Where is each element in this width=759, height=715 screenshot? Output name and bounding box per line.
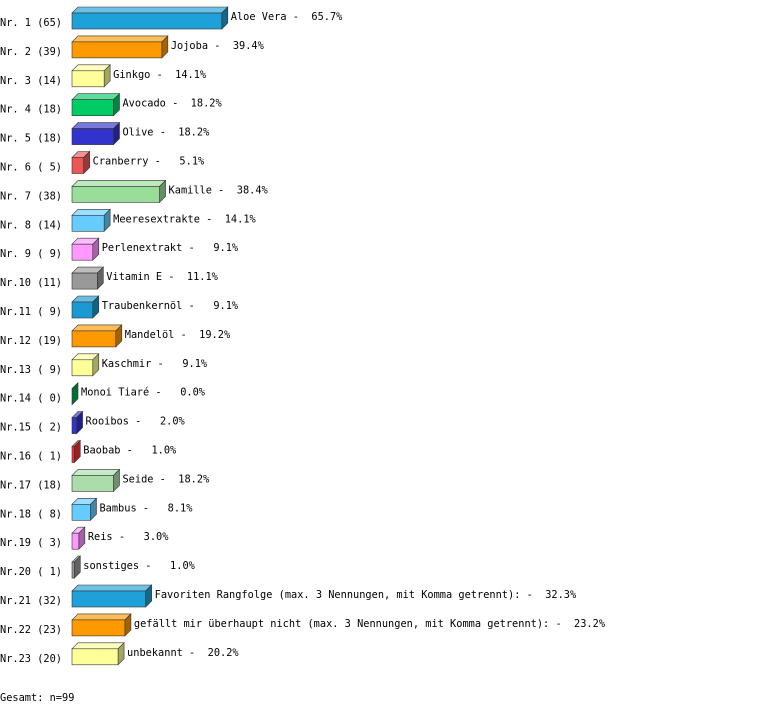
- bar: [71, 70, 105, 88]
- row-label: Nr.19 ( 3): [0, 537, 62, 549]
- bar-label: unbekannt - 20.2%: [127, 647, 239, 659]
- bar-label: Traubenkernöl - 9.1%: [102, 300, 239, 312]
- bar-label: Perlenextrakt - 9.1%: [102, 242, 239, 254]
- bar-top: [71, 93, 121, 100]
- bar-top: [71, 122, 121, 129]
- bar-top: [71, 35, 169, 43]
- row-label: Nr. 3 (14): [0, 75, 62, 87]
- bar: [71, 301, 94, 319]
- bar-label: gefällt mir überhaupt nicht (max. 3 Nenn…: [134, 618, 606, 630]
- bar: [71, 243, 94, 261]
- bar-top: [71, 64, 111, 72]
- row-label: Nr. 1 (65): [0, 17, 62, 29]
- row-label: Nr.15 ( 2): [0, 422, 62, 434]
- row-label: Nr. 7 (38): [0, 190, 62, 202]
- bar: [71, 215, 105, 232]
- row-label: Nr.14 ( 0): [0, 393, 62, 405]
- row-label: Nr.22 (23): [0, 624, 62, 636]
- row-label: Nr. 5 (18): [0, 133, 62, 145]
- footer: Gesamt: n=99: [0, 692, 74, 704]
- row-label: Nr.23 (20): [0, 653, 62, 665]
- bar-label: Monoi Tiaré - 0.0%: [81, 387, 206, 399]
- bar: [71, 186, 160, 203]
- bar-top: [71, 642, 125, 650]
- bar-label: Favoriten Rangfolge (max. 3 Nennungen, m…: [155, 589, 577, 601]
- bar: [71, 590, 146, 608]
- bar-label: Meeresextrakte - 14.1%: [113, 213, 256, 225]
- row-label: Nr.18 ( 8): [0, 508, 62, 520]
- bar-side: [71, 381, 79, 406]
- row-label: Nr.20 ( 1): [0, 566, 62, 578]
- bar: [71, 532, 80, 550]
- bar: [71, 619, 126, 637]
- bar-label: Avocado - 18.2%: [122, 98, 222, 110]
- bar-label: Olive - 18.2%: [122, 127, 210, 139]
- row-label: Nr.16 ( 1): [0, 451, 62, 463]
- bar: [71, 359, 94, 377]
- bar-label: sonstiges - 1.0%: [83, 560, 195, 572]
- row-label: Nr.12 (19): [0, 335, 62, 347]
- bar: [71, 272, 98, 290]
- row-label: Nr. 9 ( 9): [0, 248, 62, 260]
- bar: [71, 503, 91, 521]
- bar: [71, 330, 117, 348]
- bar-label: Aloe Vera - 65.7%: [231, 11, 343, 23]
- bar-top: [71, 180, 167, 187]
- bar-top: [71, 469, 121, 476]
- row-label: Nr.11 ( 9): [0, 306, 62, 318]
- bar-label: Baobab - 1.0%: [83, 445, 177, 457]
- bar: [71, 561, 75, 579]
- row-label: Nr.10 (11): [0, 277, 62, 289]
- bar-top: [71, 613, 132, 621]
- bar: [71, 475, 114, 492]
- bar-label: Bambus - 8.1%: [99, 502, 193, 514]
- bar-top: [71, 209, 111, 216]
- bar-top: [71, 6, 229, 14]
- bar: [71, 41, 163, 59]
- bar-label: Kamille - 38.4%: [169, 184, 269, 196]
- bar-label: Ginkgo - 14.1%: [113, 69, 207, 81]
- bar: [71, 446, 75, 463]
- row-label: Nr. 8 (14): [0, 219, 62, 231]
- bar-top: [71, 324, 123, 332]
- bar-label: Jojoba - 39.4%: [171, 40, 265, 52]
- bar: [71, 157, 84, 174]
- bar-label: Seide - 18.2%: [122, 473, 210, 485]
- bar: [71, 99, 114, 116]
- bar-top: [71, 584, 153, 592]
- bar: [71, 417, 77, 434]
- row-label: Nr. 6 ( 5): [0, 162, 62, 174]
- bar: [71, 128, 114, 145]
- bar-label: Vitamin E - 11.1%: [106, 271, 218, 283]
- row-label: Nr.13 ( 9): [0, 364, 62, 376]
- bar-label: Reis - 3.0%: [88, 531, 169, 543]
- bar-label: Mandelöl - 19.2%: [125, 329, 231, 341]
- bar: [71, 648, 119, 666]
- row-label: Nr. 4 (18): [0, 104, 62, 116]
- bar-label: Rooibos - 2.0%: [86, 416, 186, 428]
- bar: [71, 12, 223, 30]
- row-label: Nr.17 (18): [0, 479, 62, 491]
- row-label: Nr. 2 (39): [0, 46, 62, 58]
- row-label: Nr.21 (32): [0, 595, 62, 607]
- bar-label: Kaschmir - 9.1%: [102, 358, 208, 370]
- bar-label: Cranberry - 5.1%: [93, 156, 205, 168]
